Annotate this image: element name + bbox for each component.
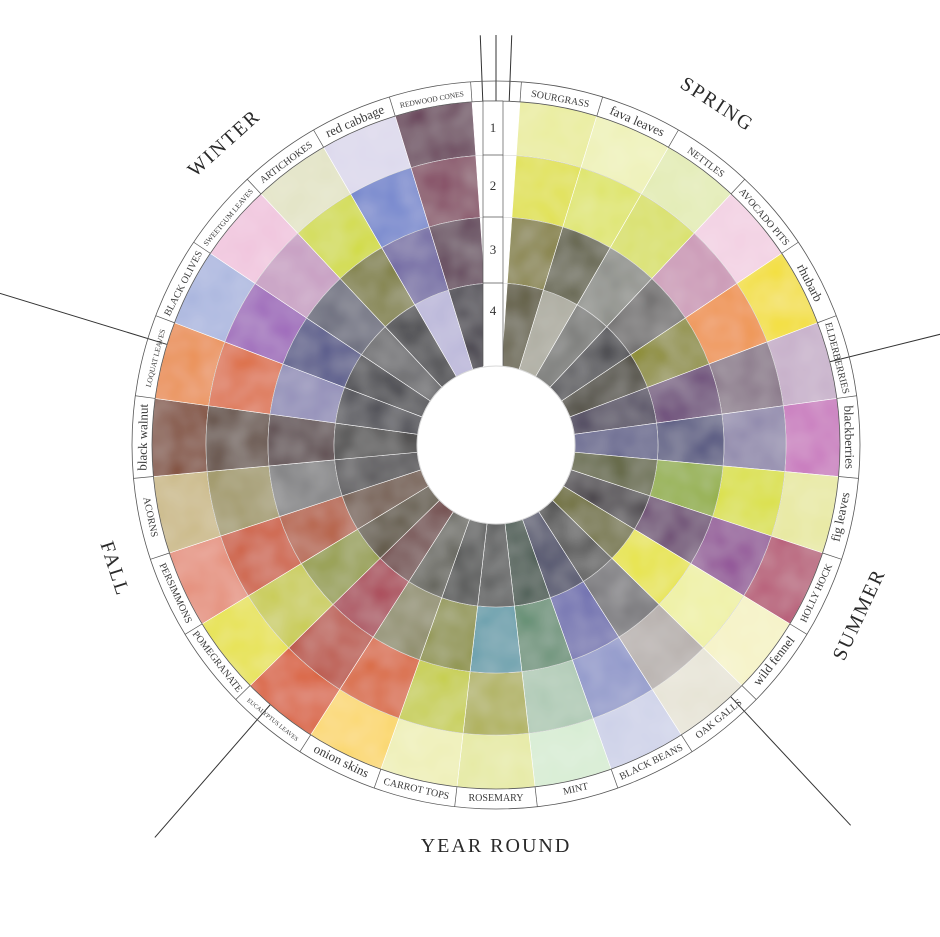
label-tick xyxy=(135,395,156,399)
label-tick xyxy=(610,769,619,789)
ring-outline xyxy=(131,80,861,810)
label-tick xyxy=(150,552,170,560)
ring-number-gap xyxy=(483,101,503,370)
season-label-year-round: YEAR ROUND xyxy=(421,835,572,857)
swatch-black-walnut-ring-1 xyxy=(151,398,210,477)
swatch-black-walnut-ring-2 xyxy=(205,405,271,472)
label-tick xyxy=(822,552,842,560)
season-divider-line xyxy=(829,333,940,363)
label-tick xyxy=(454,786,458,807)
label-tick xyxy=(681,734,693,752)
season-divider-line xyxy=(0,292,168,345)
label-tick xyxy=(836,395,857,399)
swatch-blackberries-ring-1 xyxy=(782,398,841,477)
season-label-spring: SPRING xyxy=(676,73,758,137)
ring-number-4: 4 xyxy=(490,303,497,318)
label-tick xyxy=(668,129,679,148)
label-tick xyxy=(817,315,837,324)
color-swatches xyxy=(151,101,841,790)
label-tick xyxy=(184,623,203,635)
label-tick xyxy=(246,179,262,195)
top-divider-line xyxy=(508,35,513,102)
season-dividers xyxy=(0,35,940,838)
season-label-fall: FALL xyxy=(95,539,133,600)
ring-number-3: 3 xyxy=(490,242,497,257)
swatch-blackberries-ring-2 xyxy=(721,405,787,472)
label-tick xyxy=(313,129,324,148)
label-tick xyxy=(519,81,522,102)
plant-label: black walnut xyxy=(134,403,150,470)
label-tick xyxy=(299,734,311,752)
swatch-rosemary-ring-2 xyxy=(462,671,530,736)
label-tick xyxy=(193,241,211,254)
label-tick xyxy=(235,685,251,700)
swatch-rosemary-ring-3 xyxy=(469,605,523,674)
plant-label: blackberries xyxy=(841,405,857,469)
season-label-winter: WINTER xyxy=(184,105,265,181)
label-tick xyxy=(389,96,396,117)
label-tick xyxy=(741,685,757,700)
label-tick xyxy=(838,476,859,479)
label-tick xyxy=(373,769,382,789)
label-tick xyxy=(789,623,808,635)
label-tick xyxy=(596,96,603,117)
plant-label: ROSEMARY xyxy=(468,793,523,804)
ring-number-column: 1 2 3 4 xyxy=(482,100,504,370)
season-label-summer: SUMMER xyxy=(829,565,891,664)
ring-number-1: 1 xyxy=(490,120,497,135)
label-tick xyxy=(534,786,538,807)
label-tick xyxy=(730,179,746,195)
season-divider-line xyxy=(730,696,852,826)
swatch-rosemary-ring-1 xyxy=(456,732,536,790)
label-tick xyxy=(155,315,175,324)
swatch-blackberries-ring-3 xyxy=(656,413,725,467)
top-divider-line xyxy=(479,35,484,102)
plant-label: MINT xyxy=(562,781,589,797)
center-hole xyxy=(416,365,576,525)
ring-number-2: 2 xyxy=(490,178,497,193)
season-divider-line xyxy=(154,704,271,838)
label-tick xyxy=(470,81,473,102)
label-tick xyxy=(781,241,799,254)
label-tick xyxy=(133,476,154,479)
